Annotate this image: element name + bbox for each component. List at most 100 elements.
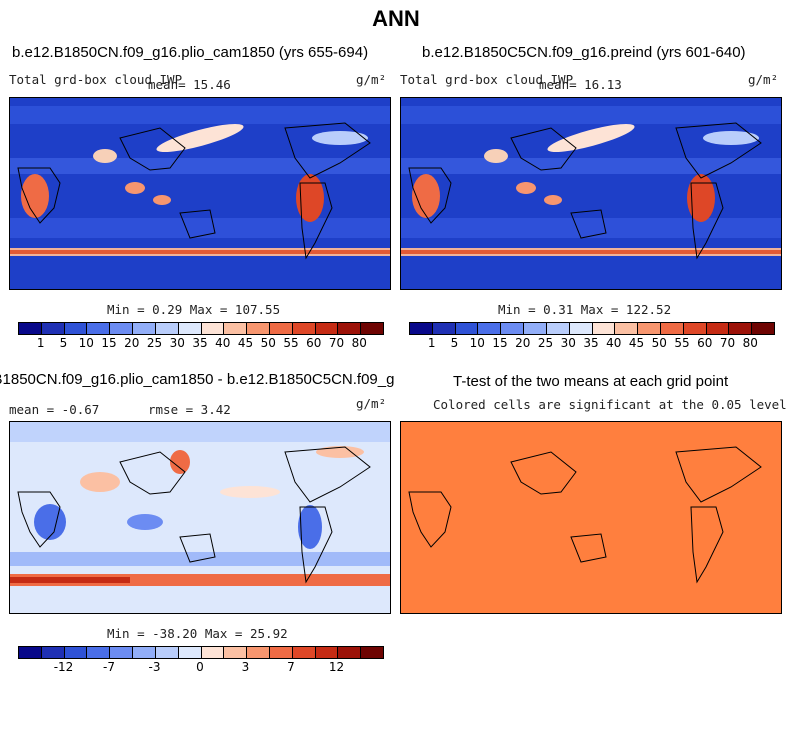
panel3-units: g/m² [356, 396, 387, 411]
colorbar-tick-label: 80 [351, 336, 367, 350]
colorbar-tick-label: 15 [492, 336, 508, 350]
colorbar-tick-label: 30 [560, 336, 576, 350]
colorbar-tick-label: 50 [260, 336, 276, 350]
colorbar-tick-label: 70 [719, 336, 736, 350]
colorbar-tick-label: 1 [427, 336, 436, 350]
colorbar-swatch [178, 647, 202, 658]
panel2-minmax: Min = 0.31 Max = 122.52 [498, 302, 672, 317]
colorbar-swatch [292, 323, 316, 334]
colorbar-swatch [87, 647, 111, 658]
panel3-title: b.e12.B1850CN.f09_g16.plio_cam1850 - b.e… [0, 371, 395, 388]
colorbar-tick-label: 40 [606, 336, 622, 350]
colorbar-swatch [455, 323, 479, 334]
colorbar-tick-label: 5 [450, 336, 459, 350]
colorbar-tick-label: 35 [192, 336, 208, 350]
colorbar-swatch [110, 647, 134, 658]
colorbar-tick-label: 3 [241, 660, 250, 674]
colorbar-swatch [110, 323, 134, 334]
colorbar-tick-label: -7 [103, 660, 115, 674]
colorbar-tick-label: 70 [328, 336, 345, 350]
panel1-map [9, 97, 391, 290]
colorbar-tick-label: 0 [196, 660, 204, 674]
colorbar-swatch [361, 647, 383, 658]
panel2-mean: mean= 16.13 [539, 77, 622, 92]
colorbar-swatch [155, 647, 179, 658]
panel3-title-clip: b.e12.B1850CN.f09_g16.plio_cam1850 - b.e… [0, 371, 395, 391]
colorbar-swatch [178, 323, 202, 334]
colorbar-swatch [224, 323, 248, 334]
colorbar-tick-label: 80 [742, 336, 758, 350]
panel4-map-graphic [401, 422, 781, 613]
colorbar-swatch [64, 647, 88, 658]
colorbar-swatch [729, 323, 753, 334]
panel3-colorbar [18, 646, 384, 659]
colorbar-swatch [19, 647, 42, 658]
colorbar-swatch [247, 647, 270, 658]
colorbar-swatch [338, 323, 362, 334]
colorbar-tick-label: 55 [674, 336, 690, 350]
colorbar-swatch [19, 323, 42, 334]
colorbar-swatch [315, 647, 339, 658]
panel2-units: g/m² [748, 72, 779, 87]
panel1-map-graphic [10, 98, 390, 289]
colorbar-swatch [133, 647, 156, 658]
colorbar-tick-label: 25 [537, 336, 554, 350]
panel2-colorbar [409, 322, 775, 335]
colorbar-swatch [546, 323, 570, 334]
colorbar-swatch [201, 647, 225, 658]
panel2-variable: Total grd-box cloud IWP [400, 72, 574, 87]
colorbar-swatch [524, 323, 547, 334]
panel1-colorbar [18, 322, 384, 335]
colorbar-tick-label: 45 [237, 336, 254, 350]
colorbar-tick-label: 55 [283, 336, 299, 350]
colorbar-swatch [638, 323, 661, 334]
colorbar-swatch [87, 323, 111, 334]
colorbar-swatch [41, 647, 65, 658]
colorbar-tick-label: 12 [328, 660, 345, 674]
colorbar-swatch [478, 323, 502, 334]
panel4-title: T-test of the two means at each grid poi… [453, 373, 729, 390]
panel3-map-graphic [10, 422, 390, 613]
colorbar-tick-label: 7 [287, 660, 295, 674]
colorbar-swatch [338, 647, 362, 658]
colorbar-tick-label: 5 [59, 336, 68, 350]
colorbar-tick-label: 10 [78, 336, 94, 350]
panel1-units: g/m² [356, 72, 387, 87]
colorbar-tick-label: 50 [651, 336, 667, 350]
colorbar-tick-label: 15 [101, 336, 117, 350]
colorbar-tick-label: 10 [469, 336, 485, 350]
panel3-map [9, 421, 391, 614]
colorbar-swatch [41, 323, 65, 334]
colorbar-swatch [224, 647, 248, 658]
panel1-title: b.e12.B1850CN.f09_g16.plio_cam1850 (yrs … [12, 44, 369, 61]
panel3-rmse: rmse = 3.42 [148, 402, 231, 417]
panel2-map-graphic [401, 98, 781, 289]
panel2-title: b.e12.B1850C5CN.f09_g16.preind (yrs 601-… [422, 44, 746, 61]
colorbar-swatch [592, 323, 616, 334]
colorbar-tick-label: 20 [515, 336, 531, 350]
colorbar-tick-label: 20 [124, 336, 140, 350]
main-title: ANN [372, 6, 420, 31]
panel1-variable: Total grd-box cloud IWP [9, 72, 183, 87]
panel2-map [400, 97, 782, 290]
colorbar-tick-label: 60 [306, 336, 322, 350]
colorbar-swatch [361, 323, 383, 334]
panel1-minmax: Min = 0.29 Max = 107.55 [107, 302, 281, 317]
colorbar-tick-label: 1 [36, 336, 45, 350]
colorbar-swatch [155, 323, 179, 334]
colorbar-tick-label: -12 [53, 660, 74, 674]
colorbar-swatch [269, 647, 293, 658]
colorbar-swatch [133, 323, 156, 334]
colorbar-swatch [660, 323, 684, 334]
colorbar-swatch [269, 323, 293, 334]
colorbar-tick-label: 35 [583, 336, 599, 350]
colorbar-swatch [615, 323, 639, 334]
colorbar-swatch [569, 323, 593, 334]
colorbar-swatch [247, 323, 270, 334]
colorbar-tick-label: 45 [628, 336, 645, 350]
colorbar-swatch [706, 323, 730, 334]
panel3-mean: mean = -0.67 [9, 402, 100, 417]
panel4-subtitle: Colored cells are significant at the 0.0… [433, 397, 787, 412]
colorbar-swatch [432, 323, 456, 334]
colorbar-swatch [501, 323, 525, 334]
